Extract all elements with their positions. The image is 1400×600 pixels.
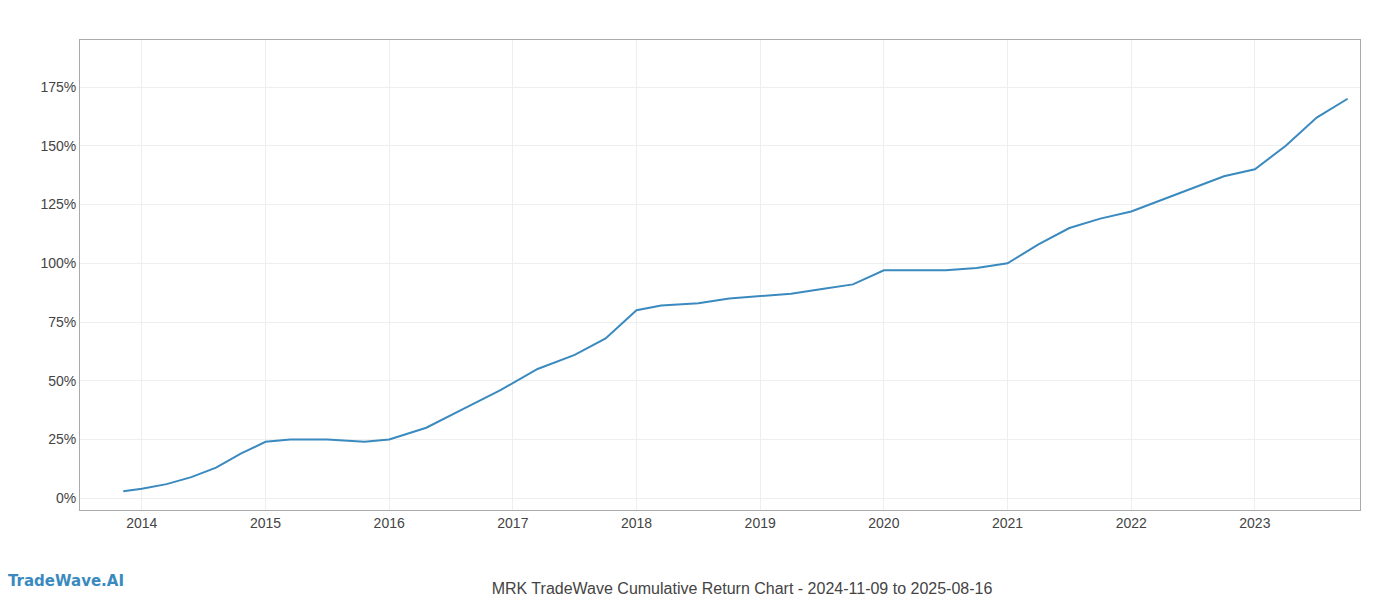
svg-text:2019: 2019	[745, 515, 776, 531]
svg-text:75%: 75%	[48, 314, 76, 330]
svg-text:MRK TradeWave Cumulative Retur: MRK TradeWave Cumulative Return Chart - …	[492, 580, 993, 597]
svg-text:25%: 25%	[48, 431, 76, 447]
svg-text:2016: 2016	[374, 515, 405, 531]
svg-text:175%: 175%	[40, 79, 76, 95]
svg-text:150%: 150%	[40, 138, 76, 154]
svg-text:100%: 100%	[40, 255, 76, 271]
svg-text:2017: 2017	[497, 515, 528, 531]
svg-text:2023: 2023	[1239, 515, 1270, 531]
svg-text:0%: 0%	[56, 490, 76, 506]
svg-text:2015: 2015	[250, 515, 281, 531]
svg-text:2014: 2014	[126, 515, 157, 531]
svg-text:2022: 2022	[1116, 515, 1147, 531]
svg-text:50%: 50%	[48, 373, 76, 389]
svg-text:125%: 125%	[40, 196, 76, 212]
svg-text:2018: 2018	[621, 515, 652, 531]
svg-text:2020: 2020	[868, 515, 899, 531]
svg-text:TradeWave.AI: TradeWave.AI	[8, 572, 124, 590]
svg-text:2021: 2021	[992, 515, 1023, 531]
